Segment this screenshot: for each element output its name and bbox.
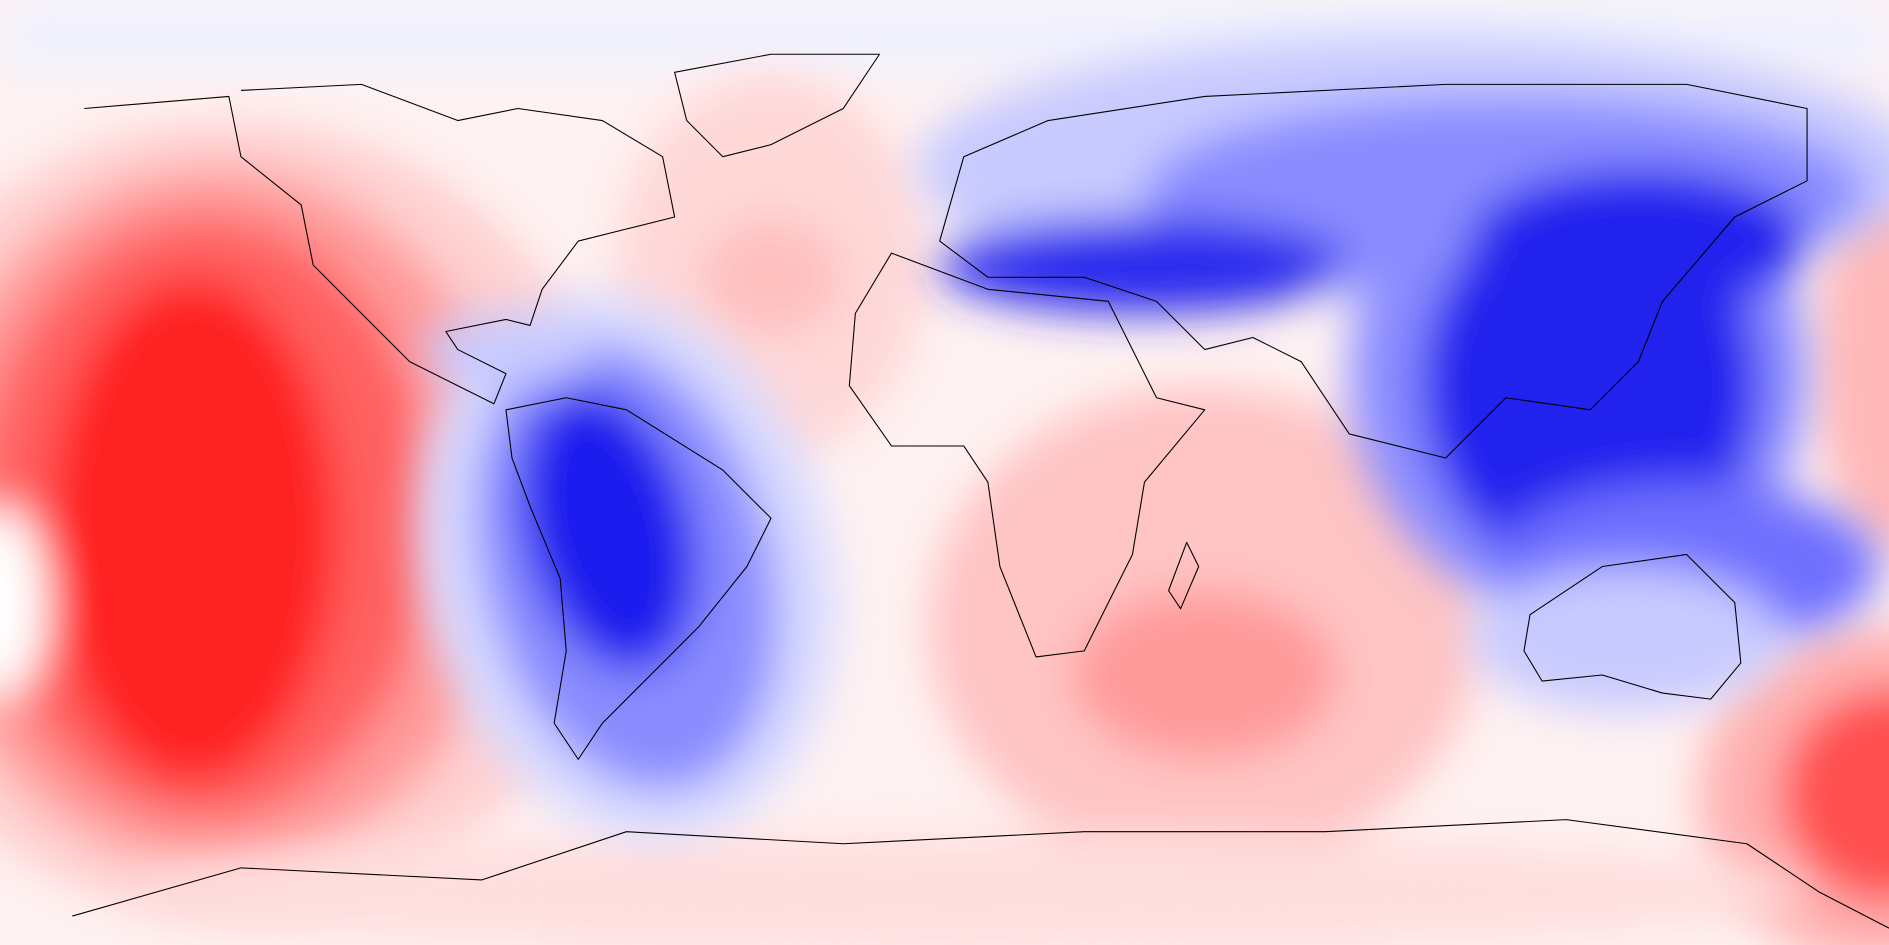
- eurasia: [939, 83, 1808, 459]
- madagascar: [1168, 541, 1200, 610]
- antarctica: [72, 819, 1889, 929]
- coastlines: [72, 53, 1889, 929]
- south-america-cool: [416, 293, 837, 840]
- north-america: [84, 83, 676, 405]
- pacific-warm: [0, 120, 627, 916]
- africa: [848, 252, 1206, 658]
- greenland: [674, 53, 880, 158]
- south-america: [505, 397, 772, 760]
- eurasia-cool: [915, 36, 1889, 712]
- southwest-pacific-warm: [1698, 168, 1889, 945]
- australia: [1523, 553, 1742, 700]
